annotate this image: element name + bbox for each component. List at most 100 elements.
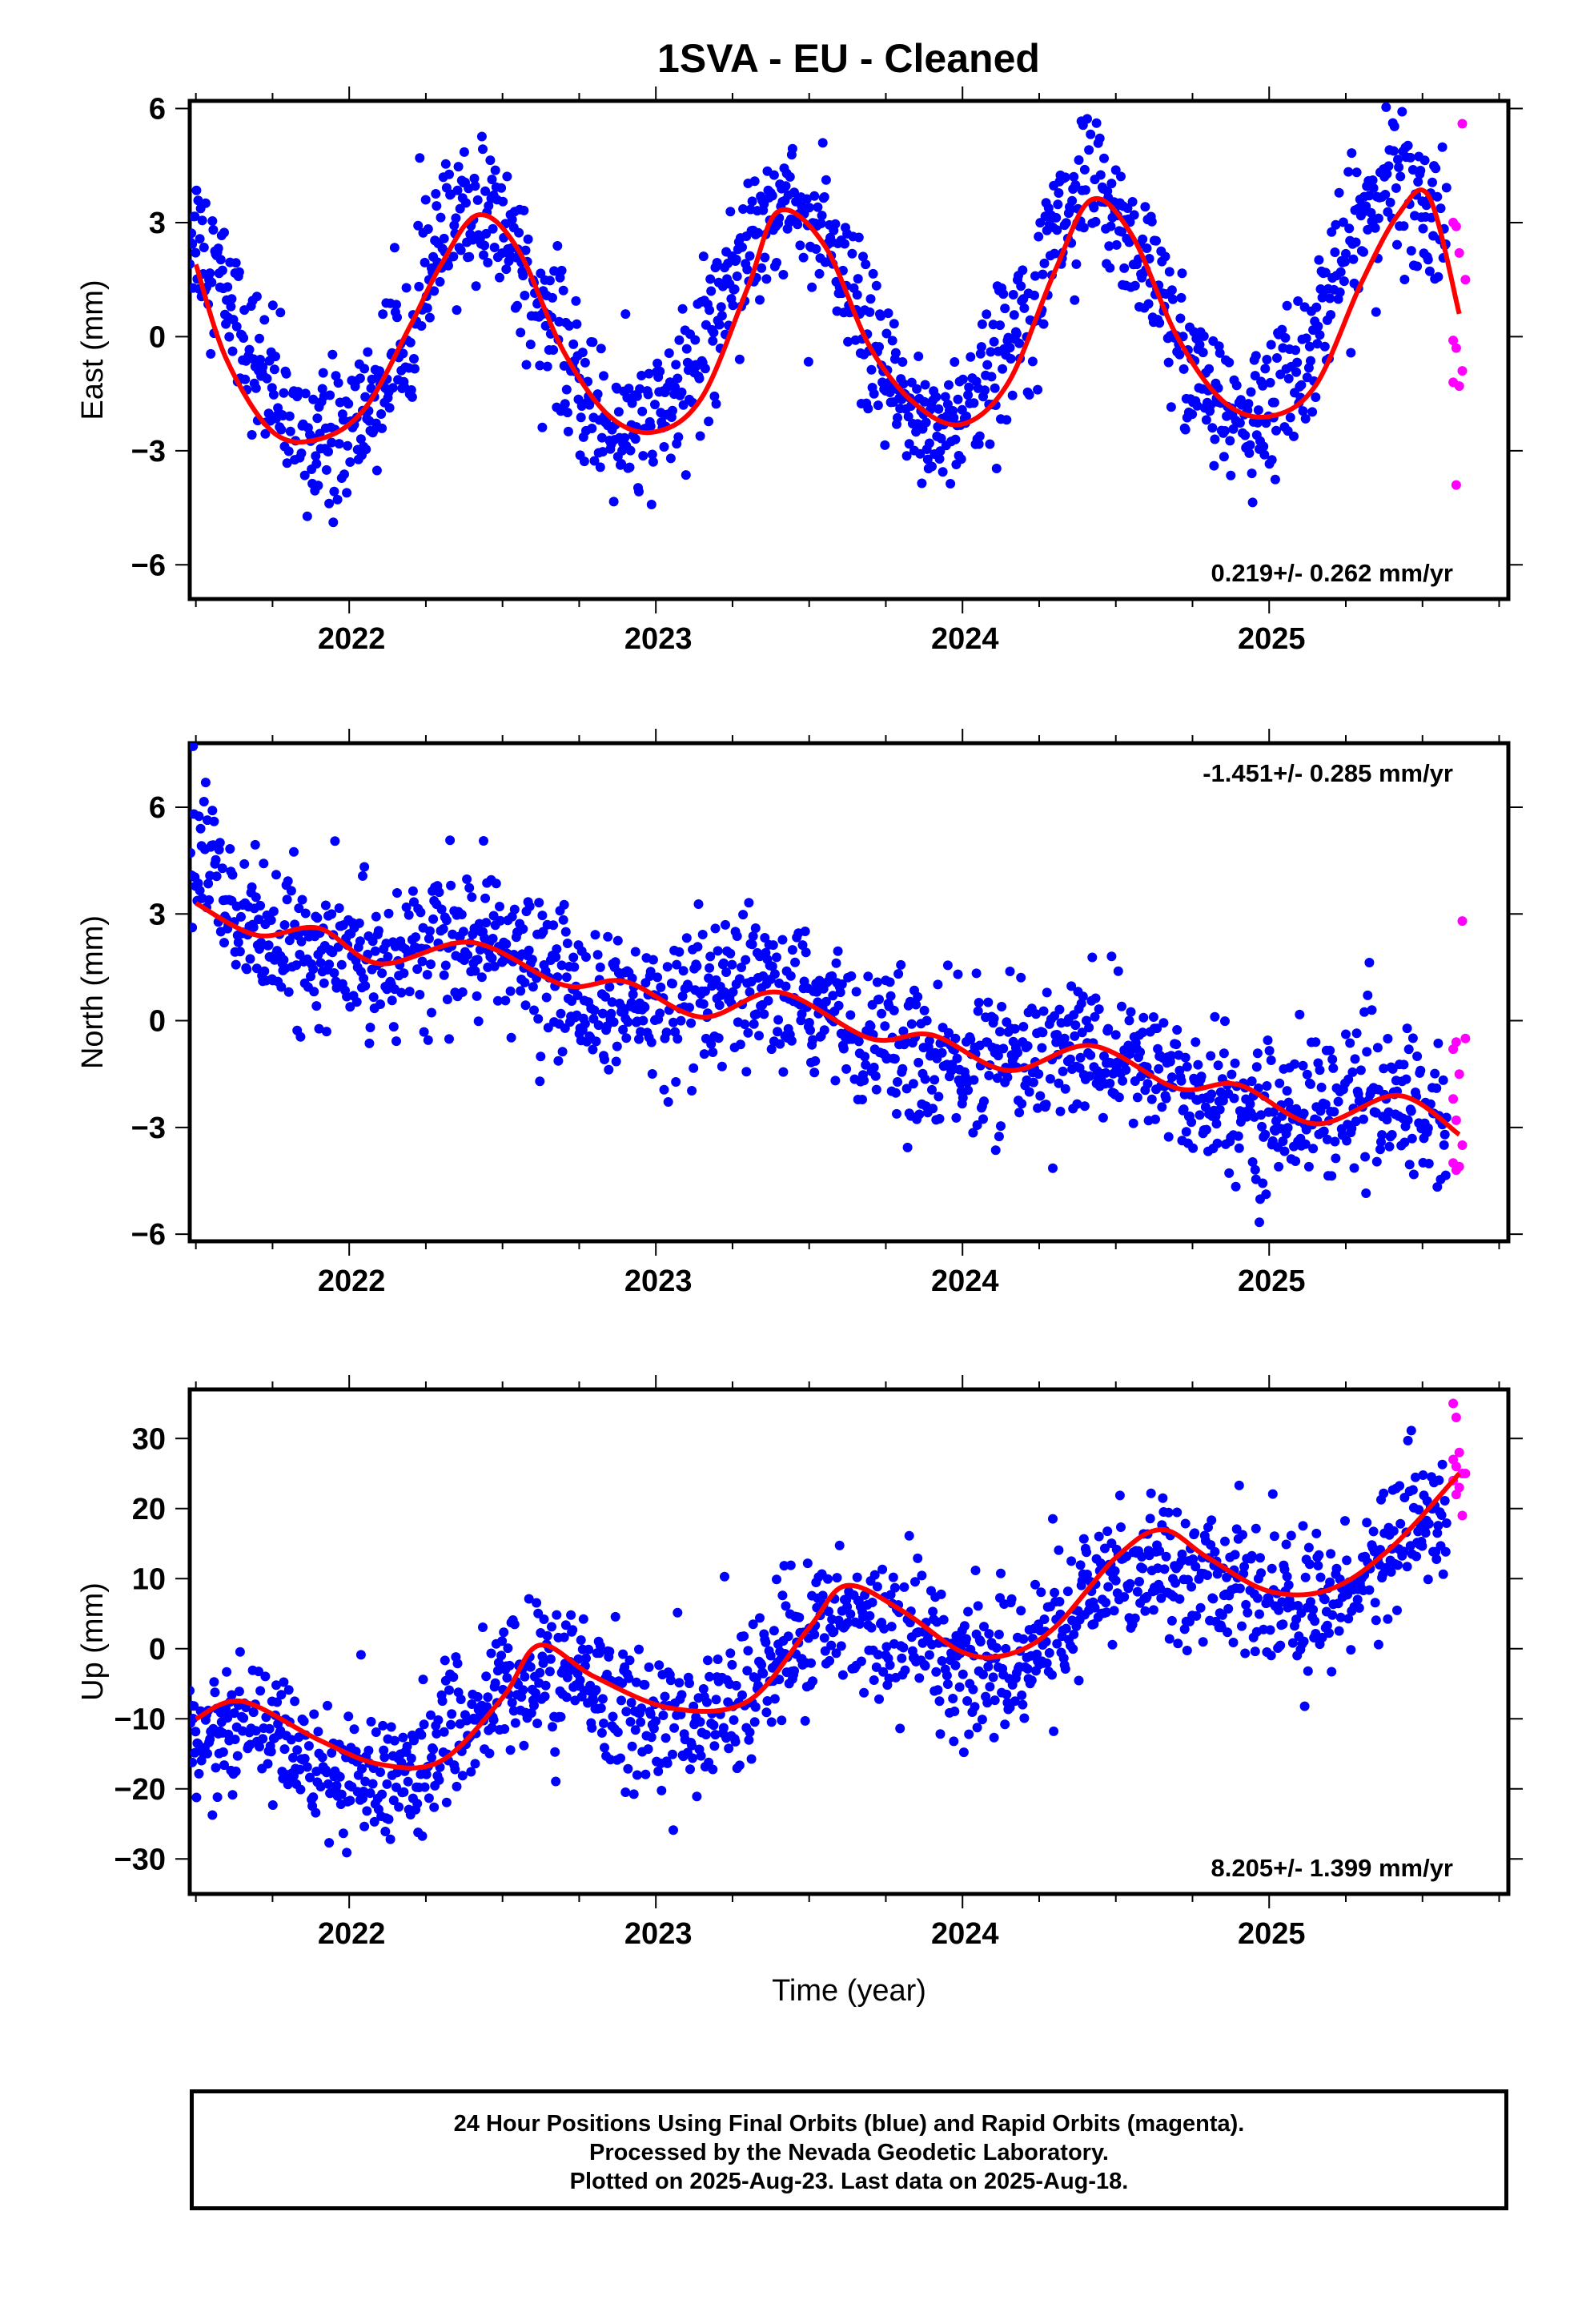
- final-orbit-point: [688, 1753, 698, 1763]
- final-orbit-point: [811, 244, 821, 254]
- final-orbit-point: [377, 423, 387, 433]
- final-orbit-point: [1343, 1074, 1354, 1084]
- final-orbit-point: [786, 1035, 797, 1046]
- final-orbit-point: [1247, 1550, 1257, 1561]
- final-orbit-point: [1178, 364, 1189, 374]
- final-orbit-point: [1018, 1022, 1029, 1031]
- final-orbit-point: [289, 846, 299, 857]
- final-orbit-point: [190, 1747, 200, 1758]
- final-orbit-point: [485, 155, 496, 166]
- final-orbit-point: [963, 1606, 974, 1617]
- final-orbit-point: [1128, 1118, 1138, 1128]
- final-orbit-point: [1095, 1558, 1106, 1568]
- final-orbit-point: [1403, 140, 1413, 151]
- final-orbit-point: [810, 1055, 821, 1066]
- rate-label: 8.205+/- 1.399 mm/yr: [1211, 1854, 1453, 1882]
- final-orbit-point: [1160, 251, 1170, 262]
- final-orbit-point: [772, 1574, 781, 1585]
- final-orbit-point: [705, 305, 715, 316]
- final-orbit-point: [1266, 1651, 1276, 1661]
- final-orbit-point: [970, 1566, 981, 1575]
- final-orbit-point: [204, 895, 215, 905]
- y-tick-label: 10: [132, 1562, 166, 1596]
- final-orbit-point: [710, 923, 721, 934]
- final-orbit-point: [785, 1560, 796, 1570]
- final-orbit-point: [535, 1076, 545, 1087]
- final-orbit-point: [1335, 267, 1346, 277]
- final-orbit-point: [1432, 1528, 1443, 1538]
- final-orbit-point: [293, 387, 303, 397]
- final-orbit-point: [737, 963, 746, 972]
- footer-box: 24 Hour Positions Using Final Orbits (bl…: [190, 2089, 1508, 2210]
- final-orbit-point: [698, 1684, 709, 1694]
- final-orbit-point: [240, 374, 251, 384]
- final-orbit-point: [321, 1027, 331, 1037]
- y-tick-label: 0: [149, 320, 166, 354]
- final-orbit-point: [291, 960, 302, 971]
- final-orbit-point: [489, 243, 500, 252]
- final-orbit-point: [212, 1792, 223, 1803]
- final-orbit-point: [1274, 1161, 1284, 1172]
- final-orbit-point: [971, 968, 982, 979]
- final-orbit-point: [704, 416, 714, 427]
- final-orbit-point: [1054, 1004, 1065, 1015]
- final-orbit-point: [492, 995, 503, 1006]
- final-orbit-point: [623, 1763, 633, 1774]
- final-orbit-point: [1361, 201, 1371, 211]
- final-orbit-point: [1393, 1560, 1403, 1570]
- final-orbit-point: [245, 954, 255, 964]
- final-orbit-point: [1102, 1607, 1112, 1618]
- final-orbit-point: [1306, 1079, 1315, 1089]
- final-orbit-point: [1069, 1629, 1079, 1639]
- final-orbit-point: [757, 263, 767, 273]
- final-orbit-point: [962, 1634, 971, 1644]
- rapid-orbit-point: [1451, 480, 1461, 490]
- final-orbit-point: [646, 1732, 656, 1743]
- final-orbit-point: [1089, 1619, 1099, 1629]
- final-orbit-point: [604, 1647, 615, 1657]
- final-orbit-point: [1386, 1566, 1396, 1577]
- final-orbit-point: [1007, 390, 1018, 400]
- final-orbit-point: [1030, 271, 1040, 281]
- final-orbit-point: [573, 1654, 584, 1664]
- final-orbit-point: [283, 876, 293, 887]
- final-orbit-point: [464, 883, 475, 893]
- final-orbit-point: [227, 870, 238, 880]
- final-orbit-point: [669, 1825, 678, 1835]
- final-orbit-point: [205, 268, 215, 279]
- final-orbit-point: [572, 319, 582, 329]
- final-orbit-point: [1158, 1493, 1168, 1503]
- final-orbit-point: [885, 991, 896, 1001]
- final-orbit-point: [329, 968, 339, 978]
- final-orbit-point: [717, 311, 727, 321]
- final-orbit-point: [314, 1023, 324, 1034]
- final-orbit-point: [1188, 1143, 1199, 1153]
- y-tick-label: −30: [114, 1843, 166, 1876]
- final-orbit-point: [694, 373, 705, 384]
- final-orbit-point: [674, 947, 685, 957]
- final-orbit-point: [1316, 1082, 1327, 1092]
- final-orbit-point: [863, 404, 873, 414]
- final-orbit-point: [254, 1667, 263, 1677]
- final-orbit-point: [865, 307, 875, 317]
- final-orbit-point: [279, 1677, 289, 1687]
- final-orbit-point: [1265, 1625, 1275, 1635]
- final-orbit-point: [1157, 1102, 1167, 1112]
- final-orbit-point: [591, 1036, 601, 1047]
- final-orbit-point: [936, 433, 946, 444]
- final-orbit-point: [544, 1667, 555, 1677]
- final-orbit-point: [584, 400, 595, 410]
- final-orbit-point: [266, 1747, 276, 1757]
- final-orbit-point: [1434, 1475, 1444, 1486]
- final-orbit-point: [745, 251, 755, 261]
- final-orbit-point: [1098, 1112, 1108, 1123]
- final-orbit-point: [525, 1662, 536, 1672]
- final-orbit-point: [1051, 212, 1062, 223]
- final-orbit-point: [833, 1000, 844, 1011]
- final-orbit-point: [1177, 268, 1187, 279]
- final-orbit-point: [552, 944, 562, 955]
- final-orbit-point: [668, 979, 677, 989]
- final-orbit-point: [1220, 426, 1230, 436]
- final-orbit-point: [1436, 1510, 1447, 1520]
- final-orbit-point: [746, 1754, 757, 1764]
